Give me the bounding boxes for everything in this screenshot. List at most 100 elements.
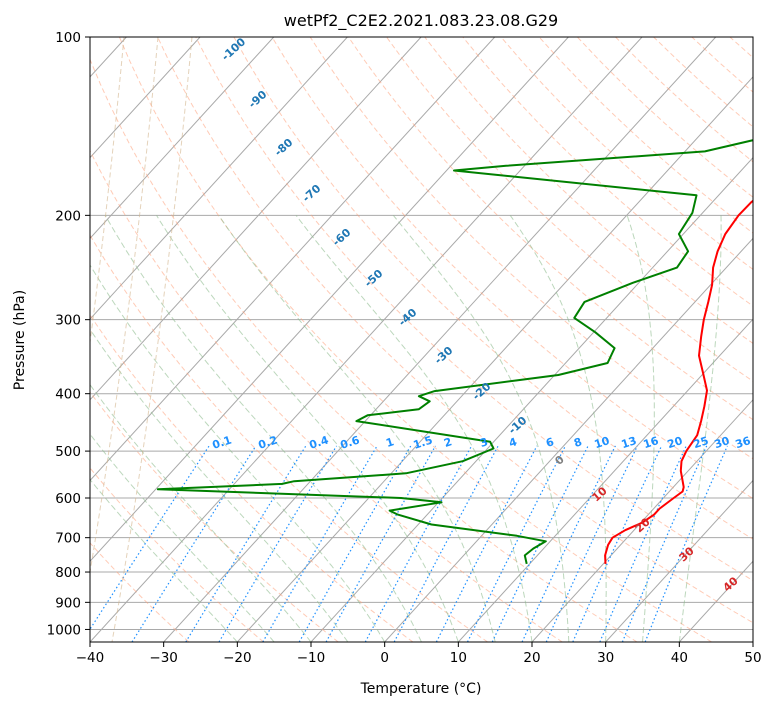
isotherm--60	[90, 37, 496, 482]
mixing-ratio-label: 0.6	[339, 433, 362, 451]
isotherm--70	[90, 37, 422, 401]
x-tick-label: −40	[76, 650, 105, 666]
mixing-ratio-label: 0.1	[211, 433, 234, 451]
x-tick-label: 0	[380, 650, 389, 666]
moist-adiabat	[90, 433, 275, 642]
dry-adiabat	[90, 313, 414, 642]
dry-adiabat	[386, 37, 753, 382]
mixing-ratio-label: 30	[713, 434, 732, 451]
dry-adiabat	[271, 37, 753, 500]
y-tick-label: 300	[55, 313, 81, 329]
mixing-ratio-label: 20	[666, 434, 685, 451]
isotherm-0	[384, 237, 753, 642]
mixing-ratio-line	[325, 445, 437, 642]
moist-adiabat	[156, 215, 459, 642]
chart-title: wetPf2_C2E2.2021.083.23.08.G29	[284, 11, 558, 31]
x-tick-label: 20	[523, 650, 540, 666]
dry-adiabat	[118, 37, 712, 642]
moist-adiabat-label: -60	[330, 226, 354, 249]
moist-adiabat-label: 10	[590, 484, 610, 504]
y-tick-label: 600	[55, 491, 81, 507]
moist-adiabat-label: -90	[246, 88, 270, 111]
mixing-ratio-line	[435, 445, 538, 642]
moist-adiabat-label: -30	[432, 344, 456, 367]
isotherm-50	[752, 641, 753, 642]
moist-adiabat	[509, 215, 607, 642]
mixing-ratio-line	[572, 445, 663, 642]
mixing-ratio-label: 13	[620, 434, 639, 451]
moist-adiabat-label: -40	[396, 306, 420, 329]
x-tick-label: 10	[450, 650, 467, 666]
y-tick-label: 400	[55, 387, 81, 403]
dry-adiabat	[615, 37, 753, 163]
y-tick-label: 700	[55, 531, 81, 547]
isobar-grid	[90, 37, 753, 630]
y-tick-label: 200	[55, 208, 81, 224]
x-tick-label: 30	[597, 650, 614, 666]
y-tick-label: 900	[55, 595, 81, 611]
mixing-ratio-label: 1	[384, 435, 395, 450]
mixing-ratio-label: 1.5	[412, 433, 435, 451]
mixing-ratio-label: 0.4	[308, 433, 331, 451]
lcl-curve	[111, 37, 193, 642]
dry-adiabat	[90, 149, 563, 642]
dry-adiabat	[90, 542, 190, 642]
y-tick-label: 1000	[47, 622, 81, 638]
moist-adiabat-label: -10	[506, 414, 530, 437]
x-axis-ticks: −40 −30 −20 −10 0 10 20 30 40 50	[76, 642, 762, 666]
dry-adiabat	[462, 37, 753, 307]
mixing-ratio-line	[218, 445, 338, 642]
moist-adiabat-label: -70	[300, 182, 324, 205]
y-axis-ticks: 100 200 300 400 500 600 700 800 900 1000	[47, 30, 90, 638]
mixing-ratio-lines	[90, 445, 728, 642]
mixing-ratio-label: 25	[692, 434, 711, 451]
mixing-ratio-label: 0.2	[257, 433, 280, 451]
isotherm--20	[236, 76, 753, 642]
isotherm-20	[531, 399, 753, 642]
dry-adiabat	[729, 37, 753, 59]
plot-area: -100-90-80-70-60-50-40-30-20-10010203040…	[90, 37, 775, 642]
isotherm--50	[90, 37, 569, 563]
dry-adiabat	[768, 37, 775, 642]
y-axis-label: Pressure (hPa)	[12, 290, 28, 390]
mixing-ratio-label: 2	[442, 435, 453, 450]
dewpoint-line	[156, 139, 753, 565]
x-tick-label: 40	[671, 650, 688, 666]
moist-adiabat	[392, 214, 570, 642]
dry-adiabat	[195, 37, 753, 582]
isotherm--100	[90, 37, 201, 159]
mixing-ratio-line	[621, 445, 708, 642]
x-tick-label: 50	[744, 650, 761, 666]
moist-adiabats	[90, 214, 722, 642]
moist-adiabat	[295, 215, 533, 642]
dry-adiabat	[233, 37, 753, 540]
dry-adiabat	[538, 37, 753, 234]
moist-adiabat	[104, 215, 422, 642]
mixing-ratio-line	[185, 445, 307, 642]
y-tick-label: 100	[55, 30, 81, 46]
isotherm--40	[90, 37, 643, 642]
isotherm--90	[90, 37, 275, 240]
mixing-ratio-line	[599, 445, 687, 642]
background-line-labels: -100-90-80-70-60-50-40-30-20-10010203040…	[211, 37, 753, 594]
moist-adiabat-label: -50	[362, 267, 386, 290]
mixing-ratio-label: 3	[478, 435, 489, 450]
mixing-ratio-line	[644, 445, 728, 642]
mixing-ratio-label: 4	[507, 435, 519, 450]
isotherm--30	[163, 37, 717, 642]
y-tick-label: 500	[55, 444, 81, 460]
isotherm-10	[457, 318, 753, 642]
mixing-ratio-label: 6	[544, 435, 556, 450]
mixing-ratio-label: 36	[734, 434, 753, 451]
dry-adiabat	[90, 391, 339, 642]
dry-adiabats	[90, 37, 775, 642]
lcl-curve	[90, 37, 159, 576]
dry-adiabat	[157, 37, 753, 624]
dry-adiabat	[90, 467, 264, 642]
temperature-line	[604, 199, 753, 564]
moist-adiabat	[218, 215, 496, 642]
plot-frame	[89, 36, 754, 643]
lcl-curves	[90, 37, 193, 642]
isotherm-grid	[90, 37, 753, 642]
